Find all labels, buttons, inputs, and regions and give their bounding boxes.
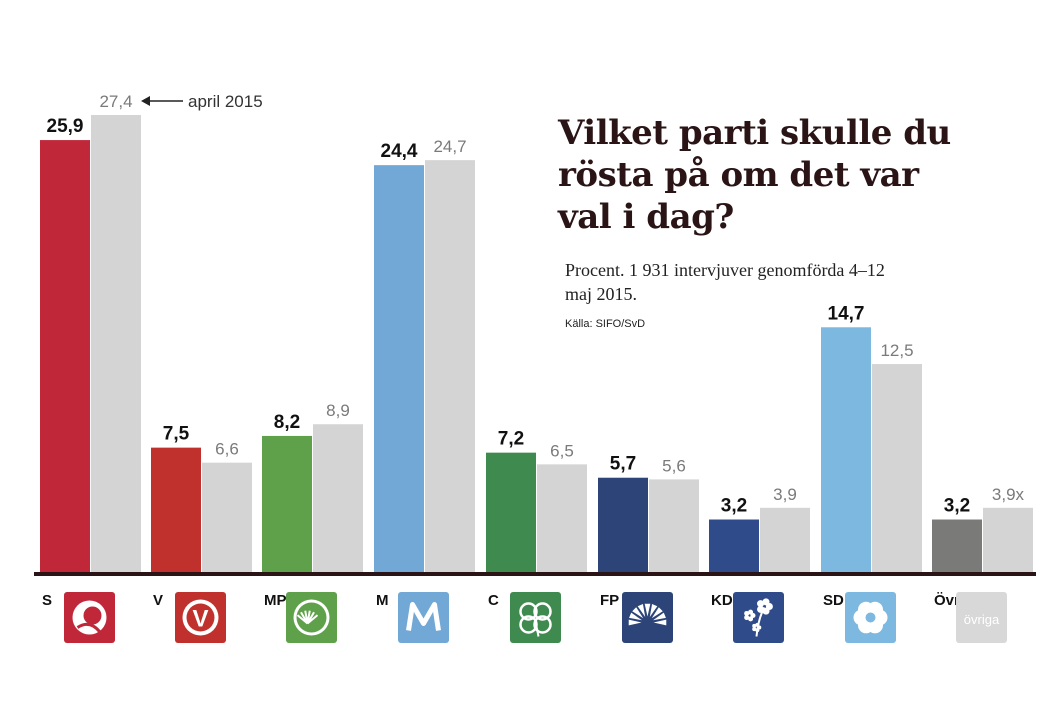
bar-previous [91, 115, 141, 573]
logo-tile [398, 592, 449, 643]
ovriga-tile [956, 592, 1007, 643]
cornflower-petal [653, 612, 666, 621]
s-rose-icon [64, 592, 115, 643]
chart-title: Vilket parti skulle du rösta på om det v… [558, 113, 951, 237]
m-letter-shape [406, 602, 441, 631]
rose-petal [83, 606, 102, 625]
bar-current [486, 452, 536, 573]
bar-previous [202, 462, 252, 573]
v-letter: V [192, 606, 208, 633]
anemone-petal [752, 627, 757, 632]
data-label-current: 8,2 [274, 412, 300, 433]
bar-previous [760, 507, 810, 573]
category-label: SD [823, 592, 844, 609]
category-label: KD [711, 592, 733, 609]
bar-previous [425, 160, 475, 573]
category-label: M [376, 592, 389, 609]
cornflower-petal [649, 604, 658, 617]
bar-previous [313, 424, 363, 573]
anemone-petal [757, 605, 765, 613]
data-label-previous: 24,7 [433, 137, 466, 156]
logo-tile [622, 592, 673, 643]
data-label-current: 7,5 [163, 424, 190, 445]
data-label-current: 3,2 [944, 496, 970, 517]
bar-current [709, 519, 759, 573]
annotation-label: april 2015 [188, 92, 263, 111]
bar-current [151, 447, 201, 573]
data-label-current: 14,7 [828, 303, 865, 324]
data-label-previous: 6,6 [215, 440, 239, 459]
data-label-previous: 6,5 [550, 441, 574, 460]
blossom-center [865, 612, 876, 623]
anemone-petal [748, 609, 754, 615]
data-label-current: 24,4 [381, 141, 418, 162]
clover-leaf [533, 602, 552, 621]
data-label-previous: 8,9 [326, 401, 350, 420]
anemone-petal [755, 622, 760, 627]
cornflower-petal [653, 619, 667, 626]
data-label-previous: 3,9 [773, 485, 797, 504]
bar-current [932, 519, 982, 573]
cornflower-petal [651, 607, 663, 619]
cornflower-petal [628, 619, 642, 626]
mp-dandelion-icon [286, 592, 337, 643]
clover-leaf [519, 602, 538, 621]
chart-subtitle: Procent. 1 931 intervjuver genomförda 4–… [565, 260, 885, 304]
ovriga-label: övriga [964, 612, 1000, 627]
sd-blossom-icon [845, 592, 896, 643]
bar-current [374, 165, 424, 573]
anemone-petal [757, 600, 765, 608]
category-label: MP [264, 592, 287, 609]
data-label-previous: 12,5 [880, 341, 913, 360]
cornflower-petal [644, 603, 651, 617]
data-label-current: 5,7 [610, 454, 636, 475]
annotation-arrow-head [141, 96, 150, 106]
dandelion-seed [306, 614, 319, 625]
bar-current [40, 140, 90, 573]
data-label-current: 25,9 [47, 116, 84, 137]
data-label-current: 7,2 [498, 429, 524, 450]
c-clover-icon [510, 592, 561, 643]
chart-source: Källa: SIFO/SvD [565, 318, 646, 330]
data-label-previous: 27,4 [99, 92, 132, 111]
anemone-petal [755, 628, 760, 633]
bar-current [262, 435, 312, 573]
cornflower-petal [632, 607, 644, 619]
data-label-previous: 5,6 [662, 456, 686, 475]
data-label-previous: 3,9x [992, 485, 1025, 504]
rose-stem [76, 622, 101, 633]
m-logo-icon [398, 592, 449, 643]
bar-previous [983, 507, 1033, 573]
category-label: C [488, 592, 499, 609]
fp-cornflower-icon [622, 592, 673, 643]
category-label: Övr [934, 592, 960, 609]
data-label-current: 3,2 [721, 496, 747, 517]
bar-current [821, 327, 871, 573]
ovriga-icon: övriga [956, 592, 1007, 643]
anemone-petal [744, 610, 750, 616]
anemone-petal [762, 607, 770, 615]
anemone-petal [744, 615, 750, 621]
bar-previous [537, 464, 587, 573]
v-logo-icon: V [175, 592, 226, 643]
anemone-petal [752, 623, 757, 628]
category-label: V [153, 592, 163, 609]
clover-stem [534, 621, 540, 637]
cornflower-petal [629, 612, 642, 621]
category-label: FP [600, 592, 619, 609]
cornflower-petal [637, 604, 646, 617]
v-ring-inner [186, 603, 215, 632]
category-label: S [42, 592, 52, 609]
anemone-petal [762, 598, 770, 606]
anemone-petal [748, 616, 754, 622]
kd-anemone-icon [733, 592, 784, 643]
logo-tile [733, 592, 784, 643]
bar-previous [649, 479, 699, 573]
clover-leaf [533, 615, 552, 634]
bar-previous [872, 364, 922, 573]
bar-current [598, 477, 648, 573]
